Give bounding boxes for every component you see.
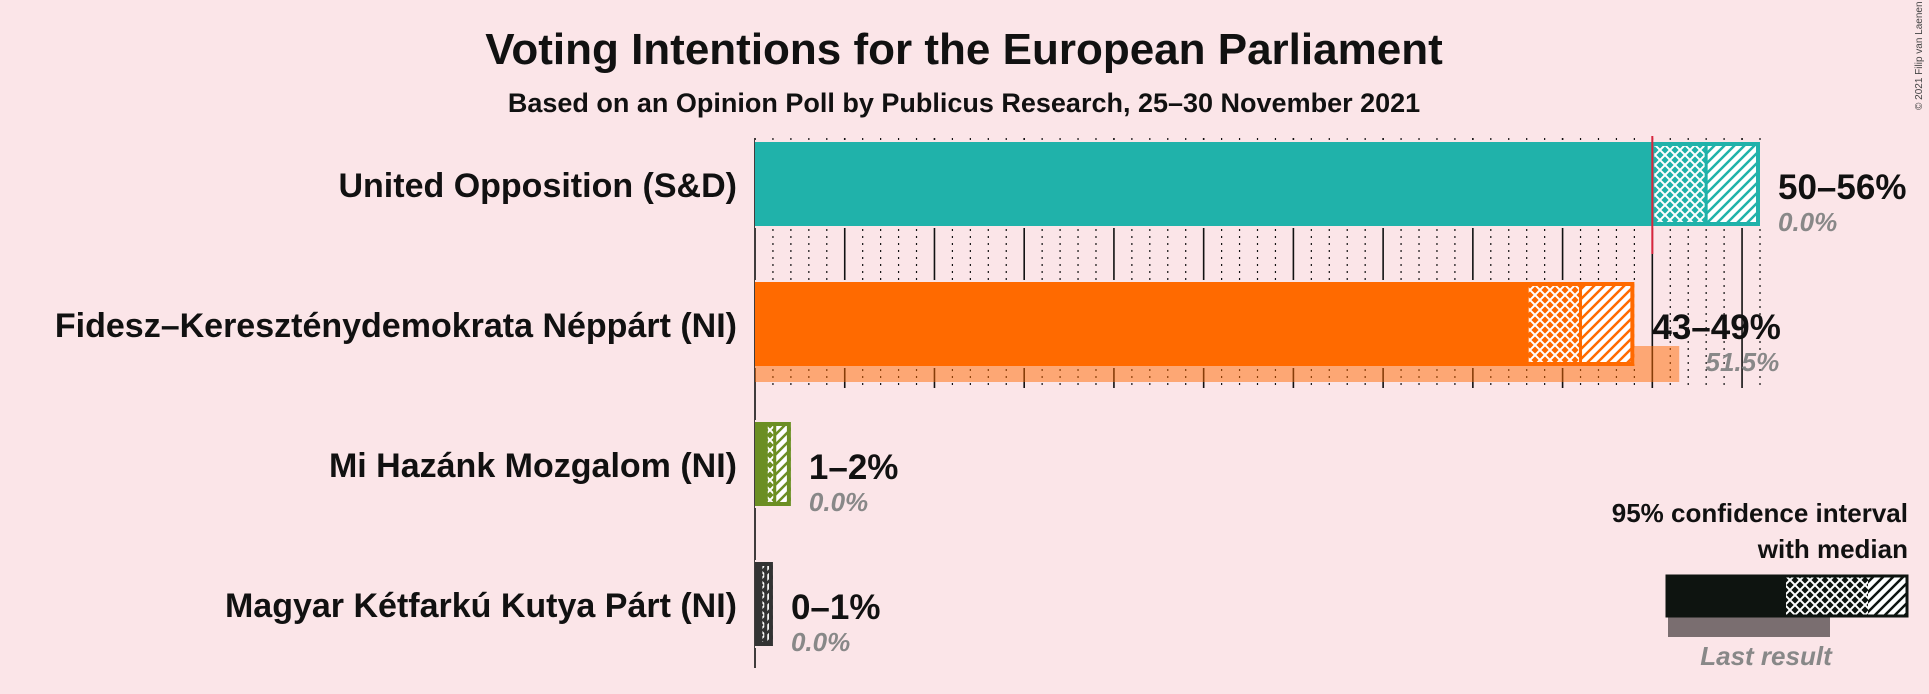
bar-ci-lower bbox=[760, 562, 766, 646]
chart-subtitle: Based on an Opinion Poll by Publicus Res… bbox=[508, 88, 1420, 118]
last-result-label: 0.0% bbox=[809, 487, 868, 517]
bar-ci-upper bbox=[1706, 142, 1760, 226]
range-label: 50–56% bbox=[1778, 168, 1906, 207]
bar-solid bbox=[755, 562, 761, 646]
range-label: 0–1% bbox=[791, 588, 881, 627]
party-row: Magyar Kétfarkú Kutya Párt (NI) 0–1%0.0% bbox=[225, 560, 880, 657]
range-label: 43–49% bbox=[1652, 308, 1780, 347]
bar-rows: United Opposition (S&D) 50–56%0.0%Fidesz–… bbox=[55, 136, 1906, 657]
party-label: Mi Hazánk Mozgalom (NI) bbox=[329, 447, 737, 485]
bar-solid bbox=[755, 282, 1527, 366]
range-label: 1–2% bbox=[809, 448, 899, 487]
chart-title: Voting Intentions for the European Parli… bbox=[485, 25, 1443, 74]
party-label: United Opposition (S&D) bbox=[338, 167, 737, 205]
party-label: Fidesz–Kereszténydemokrata Néppárt (NI) bbox=[55, 307, 737, 345]
legend-ci-lower bbox=[1786, 575, 1868, 617]
legend-ci-line2: with median bbox=[1757, 534, 1908, 564]
legend-ci-line1: 95% confidence interval bbox=[1612, 498, 1908, 528]
legend-last-result-bar bbox=[1668, 615, 1830, 637]
legend-ci-upper bbox=[1868, 575, 1908, 617]
party-row: Fidesz–Kereszténydemokrata Néppárt (NI) 4… bbox=[55, 280, 1781, 382]
legend: 95% confidence interval with median Last… bbox=[1612, 498, 1909, 671]
copyright-note: © 2021 Filip van Laenen bbox=[1914, 1, 1925, 110]
bar-solid bbox=[755, 142, 1653, 226]
legend-solid-bar bbox=[1666, 575, 1786, 617]
bar-ci-outline bbox=[763, 422, 791, 506]
last-result-label: 0.0% bbox=[1778, 207, 1837, 237]
bar-ci-upper bbox=[1580, 282, 1635, 366]
bar-ci-lower bbox=[1526, 282, 1581, 366]
last-result-label: 0.0% bbox=[791, 627, 850, 657]
last-result-label: 51.5% bbox=[1706, 347, 1780, 377]
legend-last-result-label: Last result bbox=[1700, 641, 1833, 671]
bar-ci-lower bbox=[1652, 142, 1707, 226]
party-label: Magyar Kétfarkú Kutya Párt (NI) bbox=[225, 587, 737, 625]
party-row: Mi Hazánk Mozgalom (NI) 1–2%0.0% bbox=[329, 420, 898, 517]
bar-ci-lower bbox=[765, 422, 775, 506]
bar-ci-upper bbox=[774, 422, 791, 506]
legend-outline bbox=[1665, 574, 1909, 618]
party-row: United Opposition (S&D) 50–56%0.0% bbox=[338, 140, 1906, 237]
bar-solid bbox=[755, 422, 766, 506]
